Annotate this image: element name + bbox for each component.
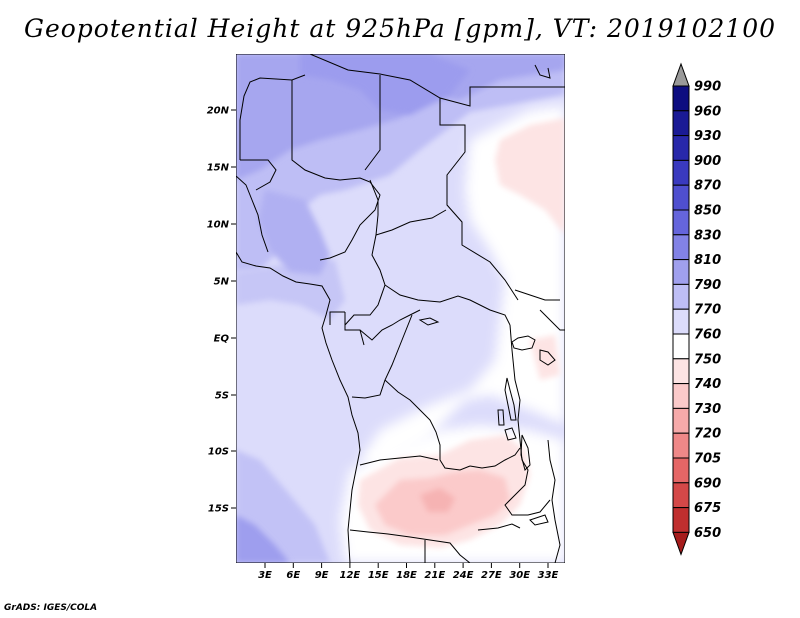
lat-tick-label: 15S: [208, 504, 229, 515]
lon-tick-label: 18E: [396, 570, 417, 581]
colorbar-label: 720: [694, 427, 721, 442]
colorbar-swatch: [672, 234, 690, 261]
lon-tick-label: 6E: [286, 570, 300, 581]
map-panel: [236, 54, 565, 563]
colorbar: 990 960 930 900 870 850 830 810 790 770 760 750 740 7…: [672, 62, 721, 556]
colorbar-label: 675: [694, 501, 721, 516]
lon-axis: 3E 6E 9E 12E 15E 18E 21E 24E 27E 30E 33E: [258, 563, 559, 581]
colorbar-swatch: [672, 482, 690, 509]
colorbar-swatch: [672, 159, 690, 186]
field-pink-south-core: [420, 488, 455, 512]
colorbar-swatch: [672, 209, 690, 236]
lat-tick-label: 15N: [207, 163, 230, 174]
field-band-810-core: [300, 54, 470, 115]
colorbar-swatch: [672, 358, 690, 385]
colorbar-swatch: [672, 110, 690, 137]
colorbar-label: 770: [694, 303, 721, 318]
colorbar-swatch: [672, 383, 690, 409]
lon-tick-label: 12E: [340, 570, 361, 581]
lat-tick-label: 5S: [215, 391, 229, 402]
colorbar-swatch: [672, 184, 690, 211]
lat-axis: 20N 15N 10N 5N EQ 5S 10S 15S: [207, 106, 236, 515]
lon-tick-label: 33E: [538, 570, 559, 581]
colorbar-label: 930: [694, 129, 721, 144]
map-title: Geopotential Height at 925hPa [gpm], VT:…: [23, 14, 777, 43]
colorbar-swatch: [672, 507, 690, 533]
lon-tick-label: 9E: [315, 570, 329, 581]
lat-tick-label: EQ: [214, 334, 230, 345]
lat-tick-label: 20N: [207, 106, 230, 117]
colorbar-swatch: [672, 308, 690, 335]
colorbar-label: 705: [694, 452, 721, 467]
lon-tick-label: 3E: [258, 570, 272, 581]
field-pink-horn: [495, 118, 565, 235]
colorbar-swatch: [672, 333, 690, 360]
field-pink-lakes: [530, 335, 560, 380]
colorbar-label: 740: [694, 377, 721, 392]
colorbar-swatch: [672, 259, 690, 285]
lon-tick-label: 15E: [368, 570, 389, 581]
colorbar-swatch: [672, 457, 690, 484]
colorbar-bottom-arrow: [672, 531, 690, 556]
colorbar-swatch: [672, 135, 690, 161]
lat-tick-label: 10N: [207, 220, 230, 231]
colorbar-label: 730: [694, 402, 721, 417]
grads-credit: GrADS: IGES/COLA: [4, 603, 98, 613]
colorbar-swatch: [672, 432, 690, 459]
colorbar-label: 750: [694, 352, 721, 367]
lon-tick-label: 21E: [424, 570, 445, 581]
colorbar-label: 960: [694, 104, 721, 119]
colorbar-label: 810: [694, 253, 721, 268]
colorbar-label: 690: [694, 476, 721, 491]
field-band-790-west: [236, 260, 345, 320]
lon-tick-label: 24E: [453, 570, 474, 581]
colorbar-label: 900: [694, 154, 721, 169]
colorbar-label: 760: [694, 328, 721, 343]
colorbar-label: 650: [694, 526, 721, 541]
colorbar-label: 870: [694, 179, 721, 194]
colorbar-swatch: [672, 85, 690, 112]
colorbar-label: 830: [694, 228, 721, 243]
colorbar-label: 990: [694, 80, 721, 95]
lakes: [418, 317, 556, 526]
colorbar-label: 790: [694, 278, 721, 293]
coastlines-and-borders: [236, 54, 565, 563]
colorbar-label: 850: [694, 204, 721, 219]
lon-tick-label: 27E: [481, 570, 502, 581]
field-white-east: [360, 105, 565, 470]
field-band-810-sw: [236, 515, 290, 563]
colorbar-swatch: [672, 407, 690, 434]
lat-tick-label: 5N: [214, 277, 230, 288]
field-band-810-north: [236, 54, 565, 180]
colorbar-top-arrow: [672, 62, 690, 87]
field-band-810-interior: [258, 190, 330, 275]
colorbar-swatch: [672, 283, 690, 310]
lat-tick-label: 10S: [208, 447, 229, 458]
lon-tick-label: 30E: [509, 570, 530, 581]
